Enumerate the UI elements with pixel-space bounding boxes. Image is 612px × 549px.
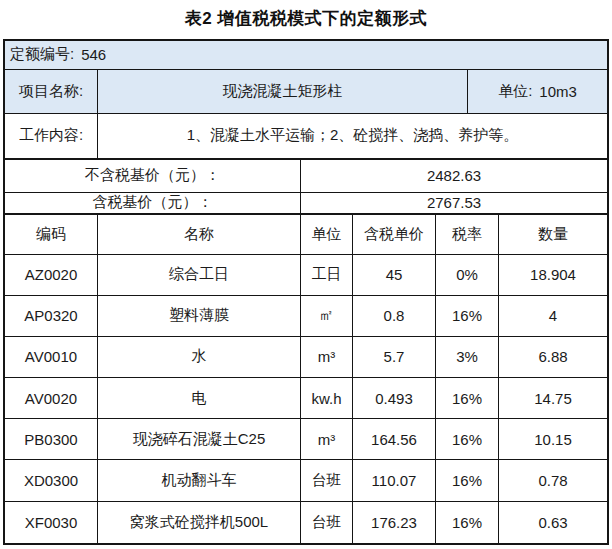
item-unit: m³ <box>301 337 353 377</box>
base-price-incl-tax-label: 含税基价（元）： <box>5 193 301 213</box>
item-unit: 工日 <box>301 255 353 295</box>
item-unit: ㎡ <box>301 296 353 336</box>
item-qty: 10.15 <box>499 419 607 459</box>
work-content-row: 工作内容: 1、混凝土水平运输；2、砼搅拌、浇捣、养护等。 <box>5 114 607 160</box>
item-code: AP0320 <box>5 296 98 336</box>
items-header-row: 编码 名称 单位 含税单价 税率 数量 <box>5 215 607 255</box>
item-name: 现浇碎石混凝土C25 <box>98 419 301 459</box>
item-price: 0.493 <box>353 378 436 418</box>
project-unit-label: 单位: <box>498 82 532 101</box>
item-qty: 0.78 <box>499 460 607 500</box>
item-price: 164.56 <box>353 419 436 459</box>
table-row: AV0020 电 kw.h 0.493 16% 14.75 <box>5 378 607 419</box>
header-unit: 单位 <box>301 215 353 254</box>
project-name-row: 项目名称: 现浇混凝土矩形柱 单位: 10m3 <box>5 70 607 114</box>
quota-number-value: 546 <box>81 46 106 63</box>
item-name: 综合工日 <box>98 255 301 295</box>
item-price: 176.23 <box>353 502 436 543</box>
project-name-value: 现浇混凝土矩形柱 <box>98 70 468 113</box>
base-price-excl-tax-label: 不含税基价（元）： <box>5 160 301 192</box>
item-code: AV0020 <box>5 378 98 418</box>
item-code: XF0030 <box>5 502 98 543</box>
item-price: 0.8 <box>353 296 436 336</box>
project-unit-cell: 单位: 10m3 <box>468 70 607 113</box>
quota-number-cell: 定额编号: 546 <box>5 41 607 69</box>
quota-table: 定额编号: 546 项目名称: 现浇混凝土矩形柱 单位: 10m3 工作内容: … <box>3 39 609 545</box>
item-name: 机动翻斗车 <box>98 460 301 500</box>
table-row: PB0300 现浇碎石混凝土C25 m³ 164.56 16% 10.15 <box>5 419 607 460</box>
item-tax: 0% <box>436 255 499 295</box>
item-price: 110.07 <box>353 460 436 500</box>
item-tax: 16% <box>436 502 499 543</box>
base-price-incl-tax-value: 2767.53 <box>301 193 607 213</box>
item-code: XD0300 <box>5 460 98 500</box>
item-qty: 14.75 <box>499 378 607 418</box>
base-price-incl-tax-row: 含税基价（元）： 2767.53 <box>5 193 607 215</box>
item-qty: 18.904 <box>499 255 607 295</box>
item-name: 窝浆式砼搅拌机500L <box>98 502 301 543</box>
base-price-excl-tax-row: 不含税基价（元）： 2482.63 <box>5 160 607 193</box>
header-price: 含税单价 <box>353 215 436 254</box>
item-code: AZ0020 <box>5 255 98 295</box>
table-row: AP0320 塑料薄膜 ㎡ 0.8 16% 4 <box>5 296 607 337</box>
work-content-label: 工作内容: <box>5 114 98 158</box>
quota-number-label: 定额编号: <box>10 45 74 64</box>
item-tax: 16% <box>436 378 499 418</box>
project-unit-value: 10m3 <box>539 83 577 100</box>
table-row: XD0300 机动翻斗车 台班 110.07 16% 0.78 <box>5 460 607 501</box>
header-qty: 数量 <box>499 215 607 254</box>
item-tax: 16% <box>436 419 499 459</box>
header-tax: 税率 <box>436 215 499 254</box>
header-code: 编码 <box>5 215 98 254</box>
header-name: 名称 <box>98 215 301 254</box>
item-price: 45 <box>353 255 436 295</box>
item-tax: 3% <box>436 337 499 377</box>
item-name: 电 <box>98 378 301 418</box>
item-code: PB0300 <box>5 419 98 459</box>
quota-number-row: 定额编号: 546 <box>5 41 607 70</box>
table-row: AZ0020 综合工日 工日 45 0% 18.904 <box>5 255 607 296</box>
item-unit: 台班 <box>301 502 353 543</box>
project-name-label: 项目名称: <box>5 70 98 113</box>
item-name: 塑料薄膜 <box>98 296 301 336</box>
table-row: XF0030 窝浆式砼搅拌机500L 台班 176.23 16% 0.63 <box>5 502 607 543</box>
item-qty: 6.88 <box>499 337 607 377</box>
item-price: 5.7 <box>353 337 436 377</box>
item-tax: 16% <box>436 460 499 500</box>
item-unit: kw.h <box>301 378 353 418</box>
item-qty: 4 <box>499 296 607 336</box>
item-name: 水 <box>98 337 301 377</box>
table-row: AV0010 水 m³ 5.7 3% 6.88 <box>5 337 607 378</box>
item-unit: m³ <box>301 419 353 459</box>
item-unit: 台班 <box>301 460 353 500</box>
work-content-value: 1、混凝土水平运输；2、砼搅拌、浇捣、养护等。 <box>98 114 607 158</box>
page-title: 表2 增值税税模式下的定额形式 <box>0 7 612 30</box>
base-price-excl-tax-value: 2482.63 <box>301 160 607 192</box>
item-tax: 16% <box>436 296 499 336</box>
item-qty: 0.63 <box>499 502 607 543</box>
item-code: AV0010 <box>5 337 98 377</box>
